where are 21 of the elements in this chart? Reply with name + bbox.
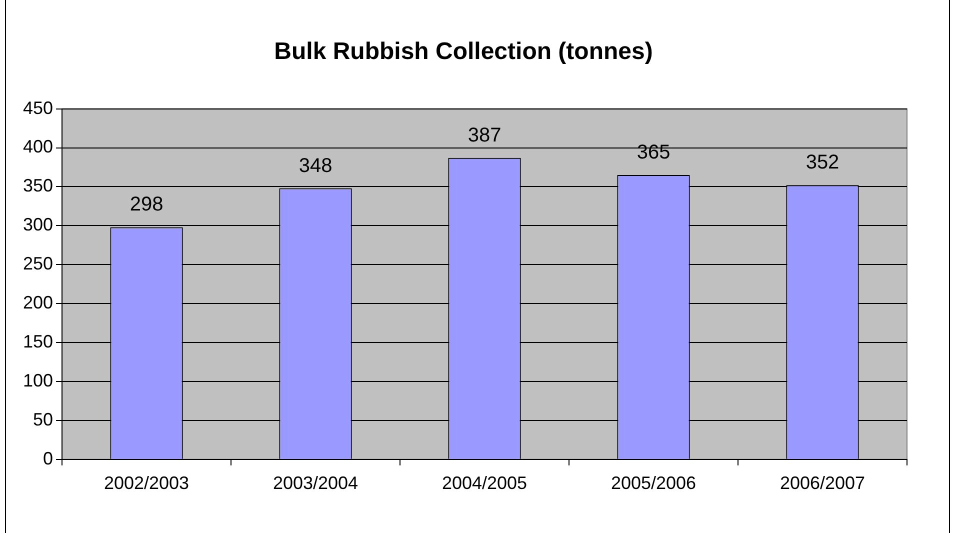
data-label: 387 [468, 124, 502, 146]
data-label: 365 [636, 142, 670, 164]
data-label: 298 [130, 194, 164, 216]
x-tick-label: 2006/2007 [780, 473, 866, 494]
y-tick-label: 300 [22, 214, 54, 235]
x-tick-label: 2005/2006 [610, 473, 696, 494]
y-tick-label: 100 [22, 370, 54, 390]
y-tick-label: 450 [22, 98, 54, 118]
y-tick-label: 0 [43, 448, 54, 468]
chart-title: Bulk Rubbish Collection (tonnes) [274, 38, 653, 66]
y-tick-label: 50 [33, 409, 54, 430]
x-tick-label: 2003/2004 [272, 473, 358, 494]
y-tick-label: 250 [22, 254, 54, 274]
x-tick-label: 2004/2005 [442, 473, 528, 494]
y-tick-label: 350 [22, 176, 54, 196]
x-tick-label: 2002/2003 [104, 473, 190, 494]
data-label: 352 [806, 152, 840, 174]
y-tick-label: 200 [22, 292, 54, 313]
data-label: 348 [298, 154, 332, 177]
y-tick-label: 400 [22, 136, 54, 157]
y-tick-label: 150 [22, 332, 54, 352]
